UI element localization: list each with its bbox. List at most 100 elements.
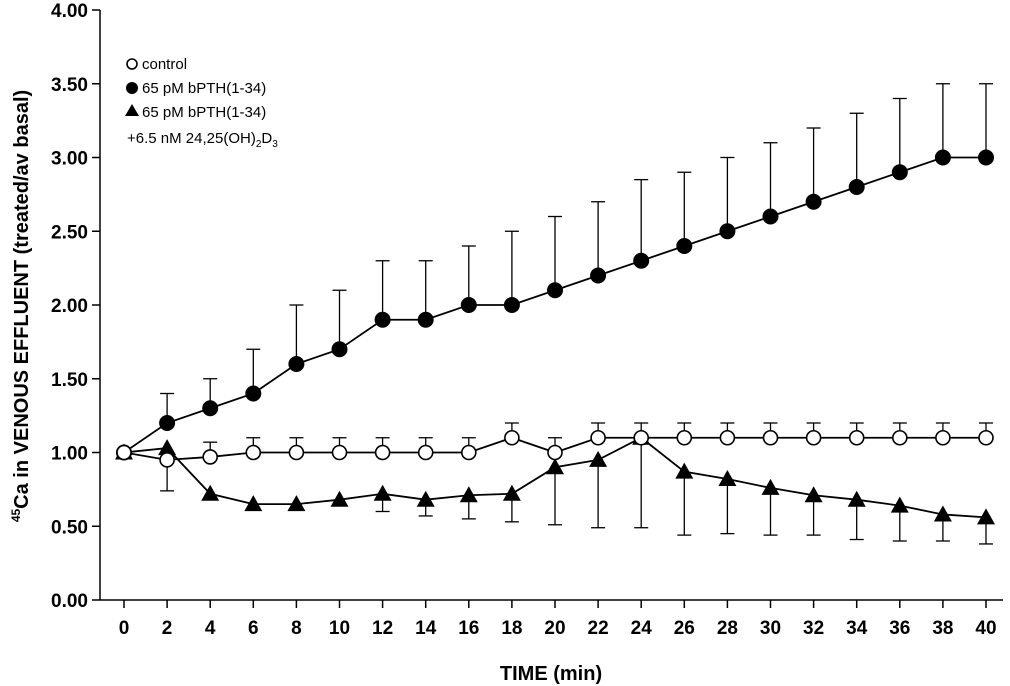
data-point-pth-plus — [675, 462, 694, 479]
y-tick-label: 3.50 — [51, 75, 88, 96]
data-point-pth — [331, 341, 348, 358]
data-point-pth — [891, 164, 908, 181]
x-tick-label: 40 — [975, 618, 996, 639]
data-point-pth — [805, 193, 822, 210]
y-tick-label: 1.50 — [51, 370, 88, 391]
data-point-pth-plus — [546, 458, 564, 475]
data-point-pth — [978, 149, 994, 166]
legend-marker-pth-plus — [125, 104, 139, 116]
legend-label-pth: 65 pM bPTH(1-34) — [142, 80, 266, 97]
data-point-pth-plus — [589, 450, 608, 467]
data-point-pth-plus — [933, 505, 952, 522]
x-tick-label: 10 — [329, 618, 350, 639]
x-tick-label: 0 — [119, 618, 130, 639]
data-point-control — [288, 444, 305, 461]
data-point-pth — [503, 297, 520, 313]
y-axis-title-superscript: 45 — [9, 508, 23, 522]
data-point-control — [891, 429, 908, 446]
x-tick-label: 4 — [205, 618, 216, 639]
data-point-pth — [676, 238, 693, 254]
y-tick-label: 0.00 — [51, 591, 88, 612]
data-point-pth — [159, 415, 176, 431]
data-point-control — [848, 429, 865, 446]
data-point-pth-plus — [847, 490, 866, 507]
x-tick-label: 30 — [760, 618, 781, 639]
data-point-pth-plus — [761, 478, 780, 495]
x-tick-label: 20 — [544, 618, 565, 639]
series-layer — [115, 83, 995, 545]
data-point-pth-plus — [201, 484, 220, 501]
x-tick-label: 16 — [458, 618, 479, 639]
data-point-control — [245, 444, 262, 461]
x-tick-label: 22 — [588, 618, 609, 639]
data-point-pth-plus — [330, 490, 349, 507]
data-point-pth-plus — [890, 496, 909, 513]
x-tick-label: 2 — [162, 618, 173, 639]
y-tick-label: 4.00 — [51, 1, 88, 22]
series-control — [116, 422, 994, 468]
data-point-pth-plus — [718, 470, 737, 487]
x-tick-label: 28 — [717, 618, 738, 639]
data-point-pth — [719, 223, 736, 240]
legend-line2-mid: D — [261, 130, 272, 147]
y-tick-label: 2.50 — [51, 222, 88, 243]
y-tick-label: 2.00 — [51, 296, 88, 317]
series-line-pth — [123, 156, 986, 454]
x-tick-label: 32 — [803, 618, 824, 639]
data-point-pth — [547, 282, 563, 299]
x-tick-label: 6 — [248, 618, 259, 639]
x-tick-label: 38 — [932, 618, 953, 639]
data-point-control — [116, 444, 132, 461]
axes: 0.000.501.001.502.002.503.003.504.000 2 4 6… — [51, 1, 1003, 639]
data-point-pth-plus — [977, 508, 995, 525]
data-point-pth — [202, 400, 219, 417]
data-point-pth-plus — [416, 490, 435, 507]
legend-label-pth-plus-line2: +6.5 nM 24,25(OH)2D3 — [127, 130, 278, 150]
data-point-control — [762, 429, 779, 446]
data-point-control — [935, 429, 951, 446]
legend: control 65 pM bPTH(1-34) 65 pM bPTH(1-34… — [125, 56, 278, 150]
data-point-control — [547, 444, 563, 461]
legend-marker-pth — [126, 82, 138, 94]
legend-label-control: control — [142, 56, 187, 73]
data-point-control — [374, 444, 391, 461]
series-pth-plus — [115, 428, 995, 545]
data-point-pth — [762, 208, 779, 225]
data-point-control — [676, 429, 693, 446]
data-point-control — [159, 452, 175, 468]
data-point-pth-plus — [287, 495, 306, 512]
data-point-pth — [460, 297, 477, 313]
data-point-pth-plus — [502, 484, 521, 501]
y-tick-label: 1.00 — [51, 444, 88, 465]
x-tick-label: 24 — [631, 618, 653, 639]
legend-line2-sub1: 2 — [256, 139, 262, 150]
data-point-control — [504, 429, 520, 446]
y-tick-label: 3.00 — [51, 149, 88, 170]
data-point-control — [590, 429, 606, 446]
legend-label-pth-plus: 65 pM bPTH(1-34) — [142, 104, 266, 121]
y-axis-title: 45Ca in VENOUS EFFLUENT (treated/av basa… — [9, 90, 33, 522]
data-point-pth-plus — [459, 486, 478, 503]
data-point-control — [202, 449, 218, 465]
y-tick-label: 0.50 — [51, 517, 88, 538]
data-point-pth-plus — [158, 439, 177, 456]
data-point-pth — [590, 267, 607, 284]
y-axis-title-text: Ca in VENOUS EFFLUENT (treated/av basal) — [11, 90, 33, 509]
legend-line2-prefix: +6.5 nM 24,25(OH) — [127, 130, 256, 147]
data-point-pth — [245, 385, 262, 402]
data-point-pth — [848, 179, 865, 195]
data-point-pth — [288, 356, 305, 372]
x-tick-label: 36 — [889, 618, 910, 639]
x-tick-label: 26 — [674, 618, 695, 639]
data-point-pth-plus — [373, 484, 392, 501]
data-point-pth — [633, 252, 650, 269]
x-axis-title: TIME (min) — [500, 663, 602, 685]
data-point-control — [460, 444, 477, 461]
data-point-pth — [417, 311, 434, 328]
data-point-control — [633, 429, 650, 446]
data-point-control — [719, 429, 736, 446]
x-tick-label: 8 — [291, 618, 302, 639]
legend-line2-sub2: 3 — [272, 139, 278, 150]
x-tick-label: 34 — [846, 618, 868, 639]
